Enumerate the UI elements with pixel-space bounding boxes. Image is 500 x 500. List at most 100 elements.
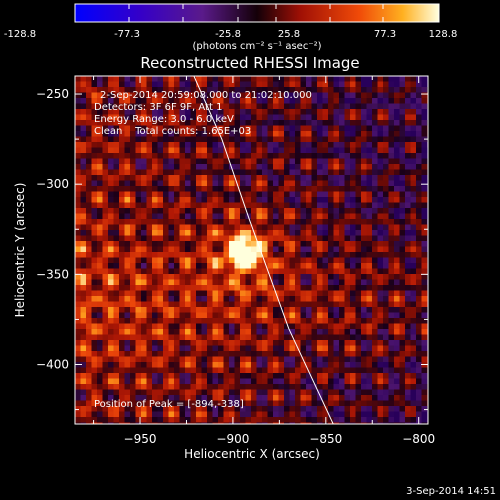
heatmap-cell <box>174 98 180 104</box>
heatmap-cell <box>383 400 389 407</box>
heatmap-cell <box>157 219 164 225</box>
heatmap-cell <box>185 153 191 159</box>
heatmap-cell <box>273 125 279 132</box>
heatmap-cell <box>311 230 318 236</box>
heatmap-cell <box>86 389 92 396</box>
heatmap-cell <box>113 318 120 324</box>
heatmap-cell <box>267 92 274 99</box>
heatmap-cell <box>322 301 329 308</box>
heatmap-cell <box>201 356 208 363</box>
heatmap-cell <box>328 263 334 269</box>
heatmap-cell <box>108 400 114 407</box>
heatmap-cell <box>190 268 197 275</box>
heatmap-cell <box>251 373 257 379</box>
heatmap-cell <box>306 362 312 368</box>
heatmap-cell <box>212 103 219 110</box>
heatmap-cell <box>394 252 400 258</box>
heatmap-cell <box>256 290 263 297</box>
heatmap-cell <box>278 114 285 121</box>
heatmap-cell <box>328 191 334 198</box>
heatmap-cell <box>234 76 241 82</box>
heatmap-cell <box>168 158 175 165</box>
heatmap-cell <box>366 175 373 181</box>
heatmap-cell <box>185 213 191 220</box>
heatmap-cell <box>212 334 219 341</box>
heatmap-cell <box>416 197 422 203</box>
heatmap-cell <box>97 268 103 275</box>
heatmap-cell <box>289 417 296 423</box>
heatmap-cell <box>421 92 428 99</box>
heatmap-cell <box>377 197 384 203</box>
heatmap-cell <box>262 164 268 170</box>
heatmap-cell <box>240 274 246 280</box>
heatmap-cell <box>339 81 345 88</box>
heatmap-cell <box>146 136 153 143</box>
heatmap-cell <box>333 153 340 159</box>
heatmap-cell <box>416 142 422 148</box>
heatmap-cell <box>284 318 290 324</box>
heatmap-cell <box>196 400 202 407</box>
heatmap-cell <box>146 318 153 324</box>
heatmap-cell <box>377 219 384 225</box>
heatmap-cell <box>383 279 389 286</box>
heatmap-cell <box>262 356 268 363</box>
heatmap-cell <box>212 197 219 203</box>
heatmap-cell <box>108 257 114 264</box>
heatmap-cell <box>405 334 411 341</box>
heatmap-cell <box>223 329 230 335</box>
heatmap-cell <box>130 87 136 93</box>
heatmap-cell <box>278 252 285 258</box>
heatmap-cell <box>289 340 296 346</box>
heatmap-cell <box>416 395 422 401</box>
heatmap-cell <box>405 301 411 308</box>
heatmap-cell <box>157 345 164 352</box>
y-tick-label: −300 <box>36 177 69 191</box>
heatmap-cell <box>350 180 356 187</box>
heatmap-cell <box>278 367 285 374</box>
heatmap-cell <box>207 92 213 99</box>
heatmap-cell <box>163 422 169 424</box>
heatmap-cell <box>405 98 411 104</box>
heatmap-cell <box>119 169 125 176</box>
heatmap-cell <box>262 131 268 137</box>
heatmap-cell <box>218 362 224 368</box>
heatmap-cell <box>361 356 367 363</box>
heatmap-cell <box>240 164 246 170</box>
heatmap-cell <box>207 323 213 330</box>
heatmap-cell <box>201 279 208 286</box>
heatmap-cell <box>399 252 406 258</box>
heatmap-cell <box>372 345 378 352</box>
heatmap-cell <box>405 103 411 110</box>
heatmap-cell <box>97 202 103 209</box>
heatmap-cell <box>267 241 274 247</box>
heatmap-cell <box>377 257 384 264</box>
heatmap-cell <box>212 241 219 247</box>
heatmap-cell <box>366 268 373 275</box>
heatmap-cell <box>366 395 373 401</box>
heatmap-cell <box>267 87 274 93</box>
heatmap-cell <box>146 125 153 132</box>
heatmap-cell <box>405 224 411 231</box>
heatmap-cell <box>366 318 373 324</box>
heatmap-cell <box>75 76 81 82</box>
heatmap-cell <box>295 142 301 148</box>
heatmap-cell <box>361 252 367 258</box>
heatmap-cell <box>190 98 197 104</box>
heatmap-cell <box>223 219 230 225</box>
heatmap-cell <box>333 164 340 170</box>
heatmap-cell <box>350 169 356 176</box>
heatmap-cell <box>245 208 252 214</box>
heatmap-cell <box>267 296 274 302</box>
heatmap-cell <box>207 422 213 424</box>
heatmap-cell <box>75 351 81 357</box>
heatmap-cell <box>416 109 422 115</box>
heatmap-cell <box>108 191 114 198</box>
heatmap-cell <box>399 224 406 231</box>
heatmap-cell <box>108 351 114 357</box>
heatmap-cell <box>102 252 109 258</box>
heatmap-cell <box>350 400 356 407</box>
heatmap-cell <box>410 76 417 82</box>
heatmap-cell <box>377 384 384 390</box>
heatmap-cell <box>130 235 136 242</box>
heatmap-cell <box>234 362 241 368</box>
